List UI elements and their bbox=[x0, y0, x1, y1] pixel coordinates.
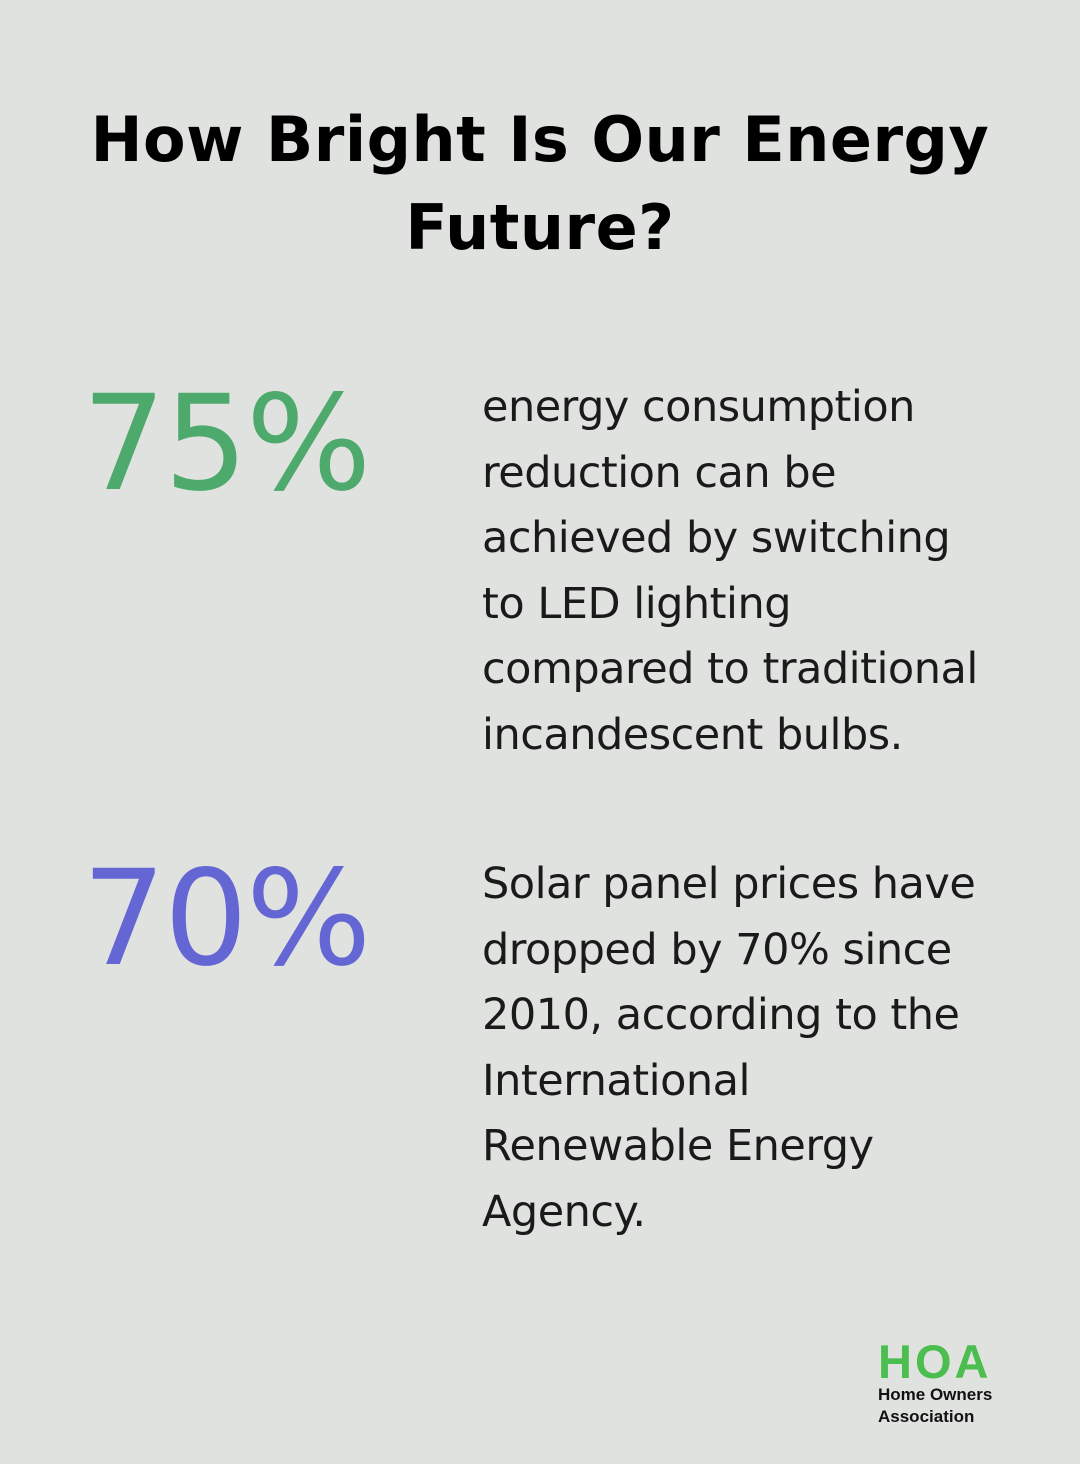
logo-mark: HOA bbox=[878, 1335, 992, 1388]
logo-line-1: Home Owners bbox=[878, 1385, 993, 1404]
stat-value-solar: 70% bbox=[82, 842, 371, 996]
description-line: Solar panel prices have bbox=[482, 859, 976, 909]
description-line: to LED lighting bbox=[482, 578, 792, 629]
description-line: dropped by 70% since bbox=[482, 924, 952, 975]
stat-description-solar: Solar panel prices have dropped by 70% s… bbox=[482, 852, 1042, 1245]
stat-description-led: energy consumption reduction can be achi… bbox=[482, 375, 1042, 768]
description-line: Agency. bbox=[482, 1186, 646, 1237]
page-title: How Bright Is Our Energy Future? bbox=[60, 96, 1020, 272]
description-line: reduction can be bbox=[482, 447, 837, 498]
description-line: energy consumption bbox=[482, 382, 915, 432]
description-line: achieved by switching bbox=[482, 513, 951, 563]
title-line-2: Future? bbox=[405, 191, 675, 264]
description-line: Renewable Energy bbox=[482, 1121, 874, 1171]
hoa-logo: HOA Home Owners Association bbox=[878, 1335, 1048, 1428]
description-line: International bbox=[482, 1055, 750, 1106]
title-line-1: How Bright Is Our Energy bbox=[90, 103, 990, 176]
description-line: compared to traditional bbox=[482, 644, 978, 694]
description-line: incandescent bulbs. bbox=[482, 709, 903, 760]
description-line: 2010, according to the bbox=[482, 990, 960, 1040]
stat-value-led: 75% bbox=[82, 367, 371, 521]
logo-line-2: Association bbox=[878, 1407, 975, 1426]
